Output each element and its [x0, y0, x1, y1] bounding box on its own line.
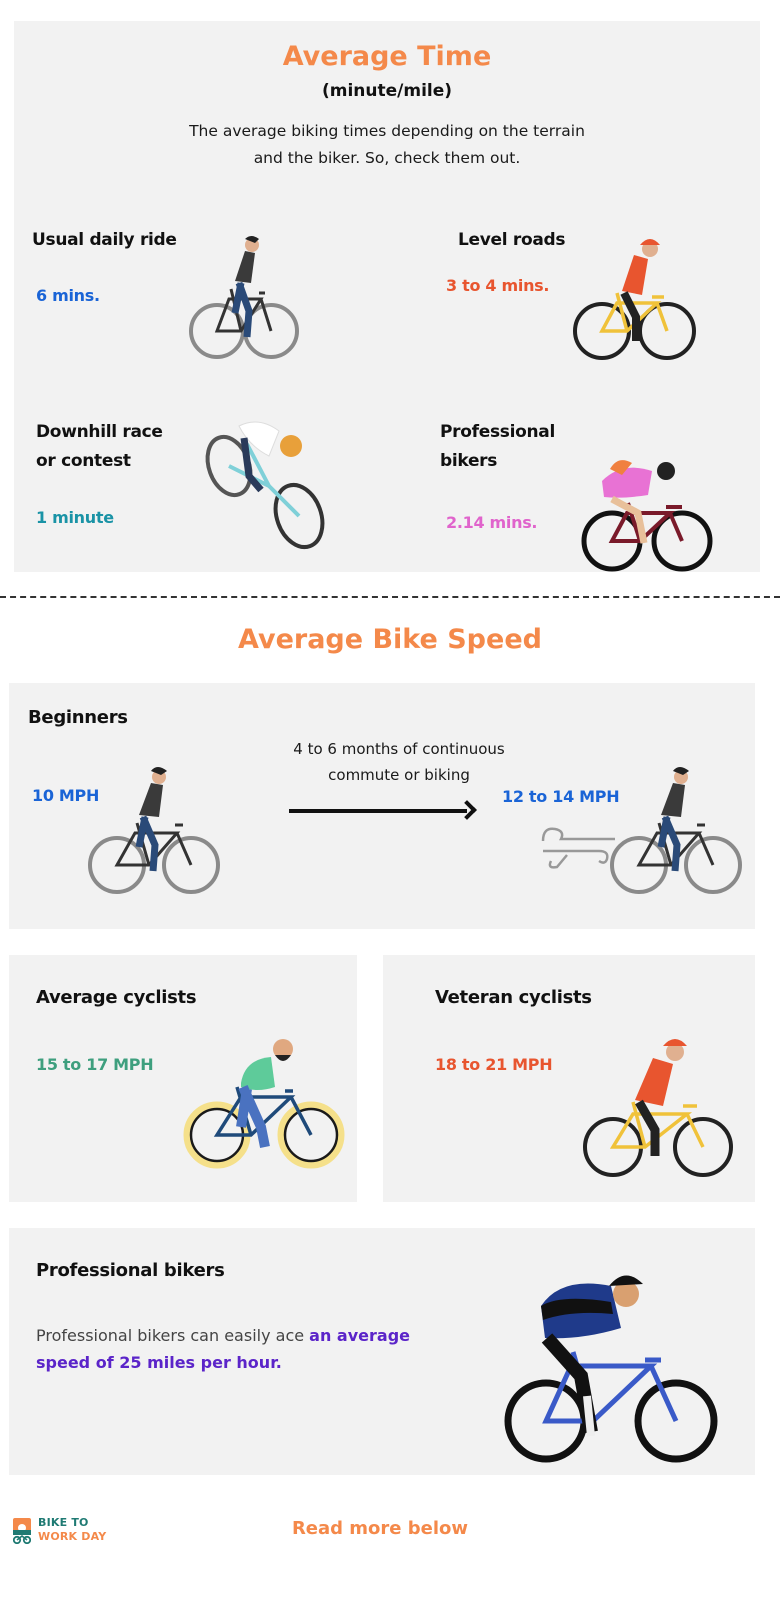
wind-gust-icon — [541, 827, 615, 869]
improved-beginner-bike-icon — [610, 767, 742, 894]
pro-cyclist-icon — [581, 460, 713, 572]
label-professional-bikers-2: bikers — [440, 451, 498, 471]
veteran-cyclist-icon — [583, 1039, 733, 1177]
logo-line-2: WORK DAY — [38, 1530, 107, 1543]
read-more-link[interactable]: Read more below — [291, 1518, 469, 1539]
value-level-roads: 3 to 4 mins. — [446, 276, 550, 295]
beginners-panel: Beginners 4 to 6 months of continuous co… — [9, 683, 755, 929]
logo-line-1: BIKE TO — [38, 1516, 89, 1529]
road-cyclist-icon — [573, 239, 696, 360]
average-cyclist-icon — [183, 1039, 345, 1169]
value-average-cyclists: 15 to 17 MPH — [36, 1055, 154, 1074]
downhill-racer-icon — [205, 421, 325, 549]
veteran-cyclists-panel: Veteran cyclists 18 to 21 MPH — [383, 955, 755, 1202]
value-beginners-end: 12 to 14 MPH — [502, 787, 620, 806]
value-downhill-race: 1 minute — [36, 508, 114, 527]
value-veteran-cyclists: 18 to 21 MPH — [435, 1055, 553, 1074]
transition-line-1: 4 to 6 months of continuous — [293, 740, 505, 758]
intro-line-1: The average biking times depending on th… — [189, 122, 585, 140]
value-beginners-start: 10 MPH — [32, 786, 100, 805]
average-cyclists-panel: Average cyclists 15 to 17 MPH — [9, 955, 357, 1202]
professional-bikers-panel: Professional bikers Professional bikers … — [9, 1228, 755, 1475]
section-divider — [0, 596, 780, 598]
progress-arrow-icon — [289, 809, 467, 813]
label-usual-daily-ride: Usual daily ride — [32, 230, 177, 250]
logo-bike-icon — [13, 1518, 31, 1544]
label-average-cyclists: Average cyclists — [36, 987, 197, 1008]
transition-line-2: commute or biking — [328, 766, 470, 784]
beginner-bike-icon — [88, 767, 220, 894]
value-usual-daily-ride: 6 mins. — [36, 286, 100, 305]
average-time-panel: Average Time (minute/mile) The average b… — [14, 21, 760, 572]
label-level-roads: Level roads — [458, 230, 566, 250]
average-time-title: Average Time — [282, 41, 492, 72]
label-downhill-race-1: Downhill race — [36, 422, 163, 442]
professional-cyclist-icon — [504, 1275, 718, 1463]
arrow-head-icon — [457, 800, 477, 820]
intro-line-2: and the biker. So, check them out. — [253, 149, 521, 167]
label-professional-bikers: Professional bikers — [36, 1260, 225, 1281]
label-beginners: Beginners — [28, 707, 128, 728]
label-downhill-race-2: or contest — [36, 451, 131, 471]
description-plain: Professional bikers can easily ace — [36, 1326, 310, 1345]
bike-to-work-day-logo[interactable]: BIKE TO WORK DAY — [13, 1516, 123, 1546]
label-professional-bikers-1: Professional — [440, 422, 555, 442]
average-time-subtitle: (minute/mile) — [321, 81, 453, 101]
commuter-bike-icon — [189, 236, 299, 359]
description-highlight: an average speed of 25 miles per hour. — [36, 1326, 410, 1372]
professional-bikers-description: Professional bikers can easily ace an av… — [36, 1322, 436, 1376]
value-professional-bikers: 2.14 mins. — [446, 513, 538, 532]
average-bike-speed-title: Average Bike Speed — [238, 624, 542, 655]
label-veteran-cyclists: Veteran cyclists — [435, 987, 592, 1008]
